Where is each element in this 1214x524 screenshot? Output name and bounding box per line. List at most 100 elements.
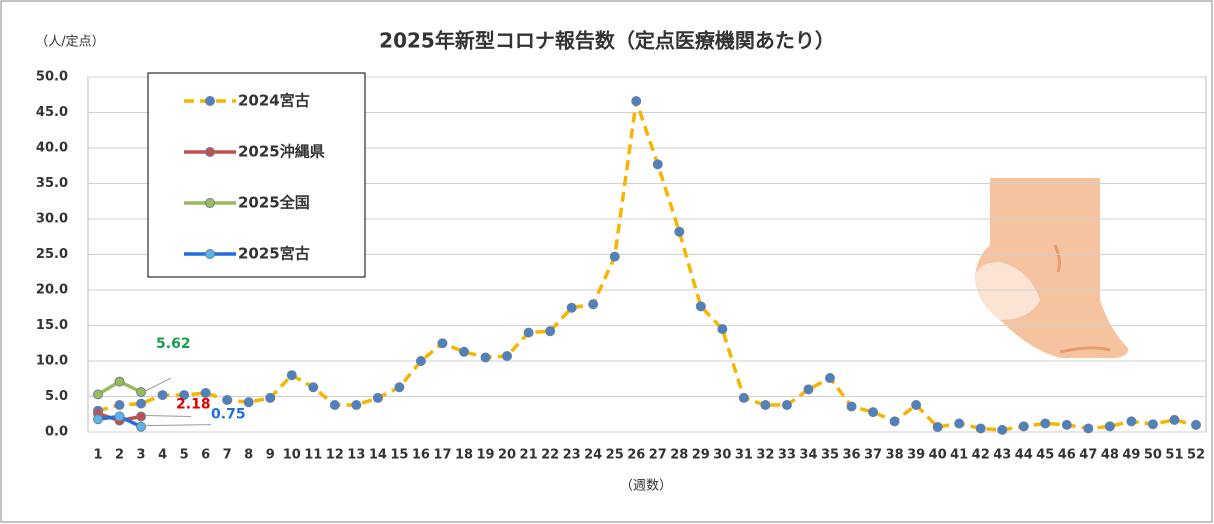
data-point <box>136 411 147 422</box>
legend: 2024宮古 2025沖縄県 2025全国 2025宮古 <box>147 72 366 278</box>
x-tick-label: 52 <box>1187 448 1205 463</box>
data-point <box>825 373 835 384</box>
data-point <box>394 382 405 393</box>
legend-label: 2024宮古 <box>238 92 310 110</box>
legend-marker <box>205 96 215 106</box>
data-point <box>286 370 297 381</box>
series-line <box>97 100 1197 432</box>
x-tick-label: 32 <box>756 448 774 463</box>
data-point <box>265 392 276 403</box>
x-tick-label: 36 <box>842 448 860 463</box>
data-point <box>932 422 943 433</box>
x-tick-label: 5 <box>180 448 189 463</box>
data-point <box>372 392 383 403</box>
x-tick-label: 47 <box>1079 448 1097 463</box>
data-point <box>1169 414 1180 425</box>
data-point <box>717 324 728 335</box>
y-tick-label: 10.0 <box>36 354 68 369</box>
data-point <box>738 392 749 403</box>
y-tick-label: 45.0 <box>36 105 68 120</box>
y-tick-label: 0.0 <box>45 425 68 440</box>
y-tick-label: 35.0 <box>36 176 68 191</box>
x-tick-label: 46 <box>1058 448 1076 463</box>
x-tick-label: 6 <box>201 448 210 463</box>
data-point <box>1126 416 1137 427</box>
x-tick-label: 38 <box>886 448 904 463</box>
data-label: 5.62 <box>156 336 191 352</box>
y-tick-label: 15.0 <box>36 318 68 333</box>
x-tick-label: 16 <box>412 448 430 463</box>
data-point <box>480 352 491 363</box>
data-point <box>975 423 986 434</box>
x-tick-label: 30 <box>713 448 731 463</box>
y-tick-label: 20.0 <box>36 283 68 298</box>
x-tick-label: 39 <box>907 448 925 463</box>
legend-label: 2025全国 <box>238 194 310 212</box>
x-tick-label: 22 <box>541 448 559 463</box>
data-point <box>222 395 233 406</box>
data-point <box>652 159 663 170</box>
x-tick-label: 2 <box>115 448 124 463</box>
label-leader <box>145 415 192 418</box>
data-point <box>1147 419 1158 430</box>
x-tick-label: 23 <box>563 448 581 463</box>
legend-label: 2025宮古 <box>238 245 310 263</box>
y-tick-label: 25.0 <box>36 247 68 262</box>
data-point <box>415 356 426 366</box>
label-leader <box>145 424 212 427</box>
chart-title: 2025年新型コロナ報告数（定点医療機関あたり） <box>379 29 835 53</box>
data-point <box>609 251 620 262</box>
legend-marker <box>205 147 215 157</box>
x-tick-label: 42 <box>972 448 990 463</box>
data-point <box>523 327 534 338</box>
legend-box <box>147 72 366 278</box>
x-tick-label: 37 <box>864 448 882 463</box>
x-tick-label: 17 <box>433 448 451 463</box>
data-point <box>781 400 792 411</box>
data-point <box>114 376 125 387</box>
x-tick-label: 40 <box>929 448 947 463</box>
x-tick-label: 25 <box>606 448 624 463</box>
data-point <box>911 400 922 411</box>
data-point <box>588 299 599 310</box>
data-point <box>997 424 1008 435</box>
x-tick-label: 19 <box>476 448 494 463</box>
data-point <box>1191 419 1201 430</box>
data-label: 0.75 <box>211 407 246 423</box>
data-point <box>437 338 448 349</box>
data-point <box>760 400 771 411</box>
x-tick-label: 45 <box>1036 448 1054 463</box>
y-tick-label: 40.0 <box>36 141 68 156</box>
data-point <box>1018 421 1029 432</box>
x-tick-label: 51 <box>1165 448 1183 463</box>
y-axis-label: （人/定点） <box>35 35 104 50</box>
data-point <box>200 387 211 398</box>
y-tick-label: 50.0 <box>36 70 68 85</box>
data-point <box>1040 418 1051 429</box>
data-point <box>329 400 340 411</box>
data-label: 2.18 <box>176 397 211 413</box>
data-point <box>308 382 319 393</box>
x-tick-label: 35 <box>821 448 839 463</box>
data-point <box>136 387 147 398</box>
data-point <box>179 390 190 401</box>
x-tick-label: 21 <box>520 448 538 463</box>
x-tick-label: 10 <box>283 448 301 463</box>
x-tick-label: 12 <box>326 448 344 463</box>
data-point <box>545 326 556 337</box>
data-point <box>1083 423 1094 434</box>
x-tick-label: 1 <box>93 448 102 463</box>
x-tick-label: 14 <box>369 448 387 463</box>
x-tick-label: 33 <box>778 448 796 463</box>
data-point <box>136 398 147 409</box>
legend-label: 2025沖縄県 <box>238 143 325 161</box>
x-tick-label: 48 <box>1101 448 1119 463</box>
x-tick-label: 24 <box>584 448 602 463</box>
data-point <box>695 301 706 312</box>
x-tick-label: 49 <box>1122 448 1140 463</box>
x-tick-label: 4 <box>158 448 167 463</box>
x-axis-label: （週数） <box>620 479 672 494</box>
y-tick-label: 30.0 <box>36 212 68 227</box>
legend-marker <box>205 198 215 208</box>
